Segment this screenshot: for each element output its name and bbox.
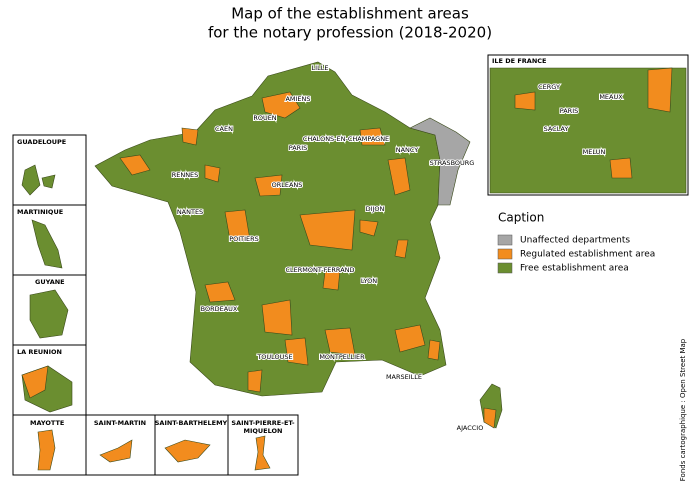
city-label: AMIENS [285,95,310,103]
inset-frame [85,414,156,476]
city-label: MEAUX [599,93,623,101]
regulated-area [164,439,211,463]
city-label: ROUEN [253,114,276,122]
city-label: POITIERS [229,235,259,243]
inset-title: MARTINIQUE [17,208,63,216]
regulated-area [483,407,497,429]
city-label: CHALONS-EN-CHAMPAGNE [303,135,389,143]
city-label: PARIS [289,144,308,152]
legend-label: Regulated establishment area [520,250,655,260]
city-label: MELUN [583,148,606,156]
city-label: BORDEAUX [201,305,238,313]
city-label: STRASBOURG [430,159,475,167]
city-label: CERGY [538,83,560,91]
mainland-map [94,61,503,429]
legend-swatch [497,262,513,274]
unaffected-area [409,117,471,206]
city-label: SACLAY [544,125,569,133]
regulated-area [254,435,271,471]
regulated-area [21,365,49,399]
idf-inset: ILE DE FRANCE CERGY MEAUX PARIS SACLAY M… [487,54,689,196]
city-label: PARIS [560,107,579,115]
inset-title: SAINT-PIERRE-ET- [231,419,294,427]
city-label: CAEN [215,125,233,133]
city-label: TOULOUSE [256,353,292,361]
legend: Caption Unaffected departments Regulated … [497,211,655,274]
inset-title: GUADELOUPE [17,138,66,146]
legend-label: Free establishment area [520,264,629,274]
city-label: LILLE [312,64,329,72]
inset-title: MIQUELON [243,427,282,435]
legend-swatch [497,248,513,260]
free-area [29,289,69,339]
free-area [489,67,687,194]
inset-title: GUYANE [35,278,65,286]
city-label: RENNES [172,171,199,179]
source-note: Fonds cartographique : Open Street Map [679,338,687,481]
city-label: NANTES [177,208,203,216]
inset-title: SAINT-BARTHELEMY [155,419,228,427]
regulated-area [37,429,56,471]
inset-title: SAINT-MARTIN [94,419,146,427]
city-label: CLERMONT-FERRAND [285,266,354,274]
city-label: DIJON [366,205,385,213]
city-label: AJACCIO [457,424,484,432]
city-label: MONTPELLIER [319,353,365,361]
regulated-area [647,67,673,113]
city-label: LYON [361,277,377,285]
regulated-area [609,157,633,179]
regulated-area [99,439,133,463]
regulated-area [514,91,536,111]
legend-label: Unaffected departments [520,236,630,246]
city-label: NANCY [396,146,419,154]
overseas-insets: GUADELOUPE MARTINIQUE GUYANE LA REUNION … [12,134,299,476]
title-line: Map of the establishment areas [231,5,469,23]
regulated-areas [119,91,441,393]
free-area [21,164,56,196]
title-line: for the notary profession (2018-2020) [208,24,492,42]
legend-swatch [497,234,513,246]
inset-title: MAYOTTE [30,419,64,427]
free-area [31,219,63,269]
city-label: ORLEANS [272,181,303,189]
city-label: MARSEILLE [386,373,422,381]
inset-title: ILE DE FRANCE [492,57,547,65]
legend-title: Caption [498,211,544,225]
inset-title: LA REUNION [17,348,62,356]
city-labels: LILLE AMIENS ROUEN CAEN CHALONS-EN-CHAMP… [171,63,485,433]
